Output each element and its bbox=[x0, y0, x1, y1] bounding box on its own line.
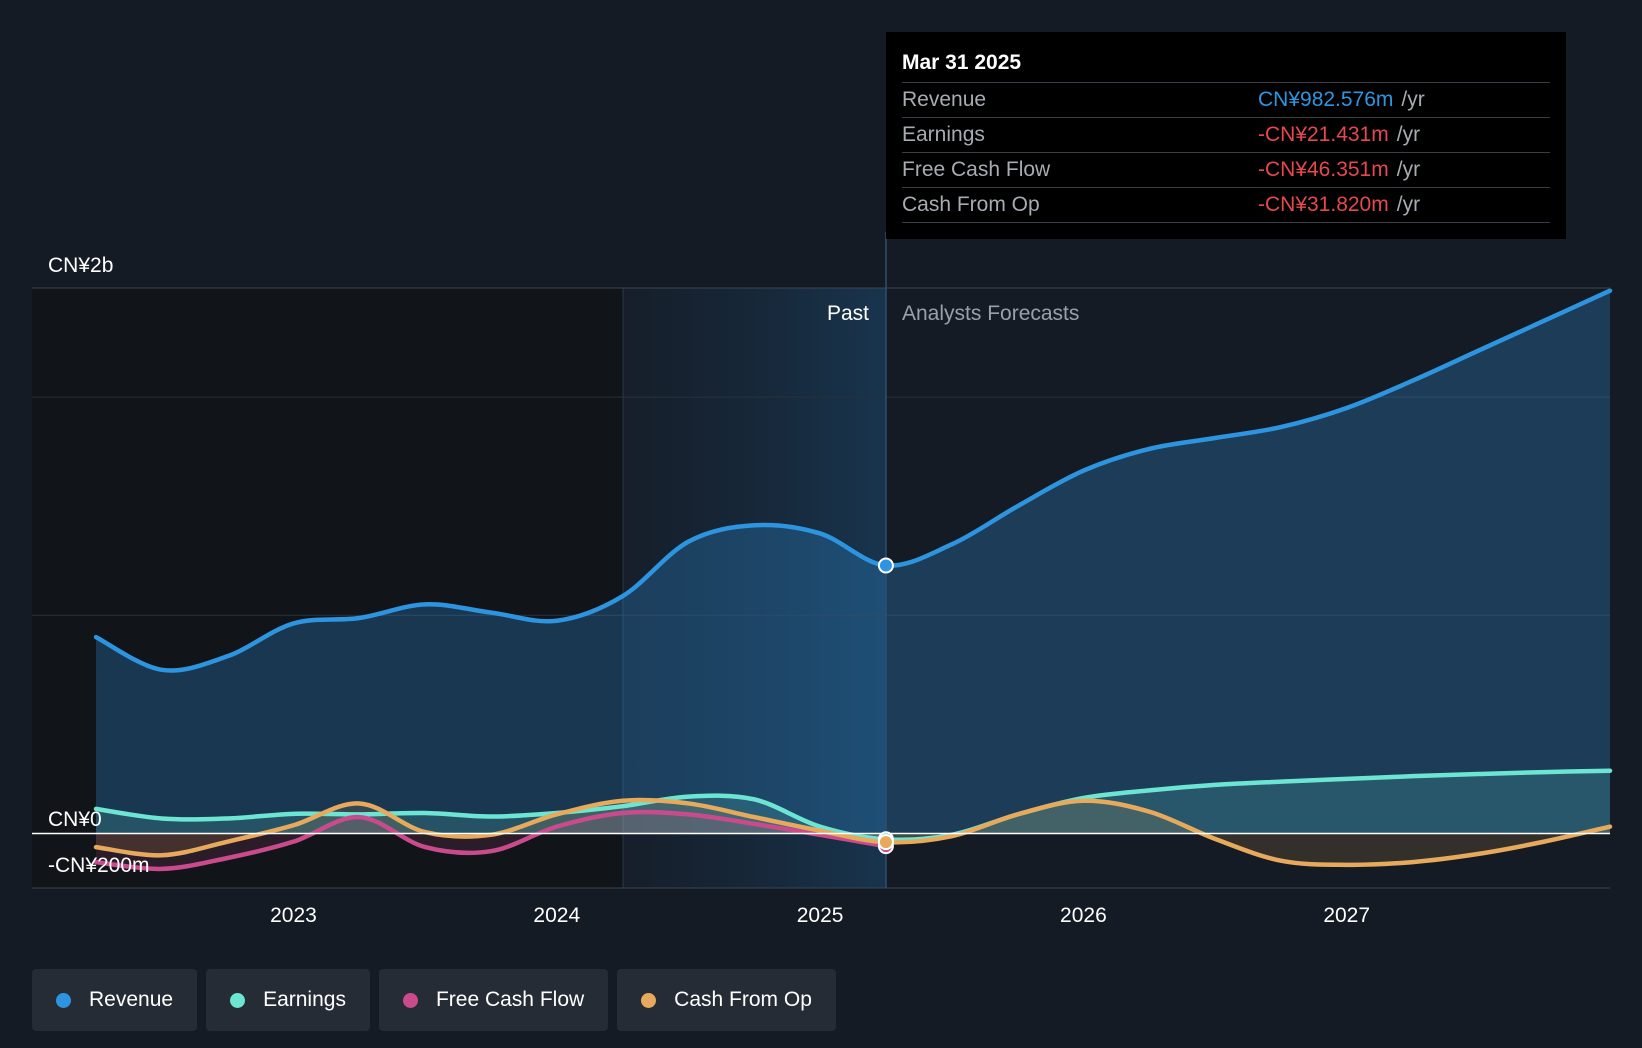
tooltip: Mar 31 2025 Revenue CN¥982.576m /yr Earn… bbox=[886, 32, 1566, 239]
tooltip-unit: /yr bbox=[1396, 193, 1421, 216]
legend-free-cash-flow[interactable]: Free Cash Flow bbox=[378, 969, 609, 1031]
legend-dot-icon bbox=[641, 992, 657, 1008]
y-label-top: CN¥2b bbox=[48, 254, 113, 277]
tooltip-unit: /yr bbox=[1401, 88, 1425, 111]
tooltip-value: CN¥982.576m bbox=[1258, 88, 1394, 111]
tooltip-label: Earnings bbox=[902, 123, 985, 146]
x-tick-label: 2025 bbox=[797, 904, 844, 927]
tooltip-date: Mar 31 2025 bbox=[902, 51, 1022, 74]
y-label-bottom: -CN¥200m bbox=[48, 854, 150, 877]
y-label-zero: CN¥0 bbox=[48, 808, 102, 831]
legend: Revenue Earnings Free Cash Flow Cash Fro… bbox=[32, 969, 836, 1031]
x-tick-label: 2027 bbox=[1323, 904, 1370, 927]
free-cash-flow-area bbox=[96, 812, 886, 869]
tooltip-value: -CN¥21.431m bbox=[1258, 123, 1389, 146]
legend-label: Free Cash Flow bbox=[435, 988, 585, 1011]
cash-from-op-marker bbox=[877, 834, 894, 851]
revenue-marker bbox=[877, 557, 894, 574]
tooltip-row-earnings: Earnings -CN¥21.431m /yr bbox=[902, 117, 1550, 152]
tooltip-label: Cash From Op bbox=[902, 193, 1040, 216]
legend-label: Revenue bbox=[89, 988, 174, 1011]
legend-dot-icon bbox=[230, 992, 246, 1008]
cash-from-op-line bbox=[93, 797, 1613, 868]
legend-dot-icon bbox=[56, 992, 71, 1008]
revenue-area bbox=[96, 290, 1610, 834]
x-tick-label: 2023 bbox=[270, 904, 317, 927]
tooltip-unit: /yr bbox=[1396, 158, 1421, 181]
x-tick-label: 2026 bbox=[1060, 904, 1107, 927]
past-highlight-region bbox=[623, 288, 886, 888]
past-label: Past bbox=[827, 302, 869, 325]
legend-dot-icon bbox=[402, 992, 418, 1008]
earnings-line bbox=[93, 768, 1613, 843]
past-dark-region bbox=[32, 288, 623, 888]
tooltip-label: Free Cash Flow bbox=[902, 158, 1051, 181]
legend-cash-from-op[interactable]: Cash From Op bbox=[617, 969, 836, 1031]
revenue-line bbox=[93, 288, 1613, 673]
forecast-label: Analysts Forecasts bbox=[902, 302, 1079, 325]
tooltip-value: -CN¥31.820m bbox=[1258, 193, 1389, 216]
free-cash-flow-line bbox=[93, 809, 889, 872]
earnings-area bbox=[96, 770, 1610, 840]
x-tick-label: 2024 bbox=[533, 904, 580, 927]
tooltip-row-fcf: Free Cash Flow -CN¥46.351m /yr bbox=[902, 152, 1550, 187]
tooltip-unit: /yr bbox=[1396, 123, 1421, 146]
legend-earnings[interactable]: Earnings bbox=[206, 969, 370, 1031]
legend-revenue[interactable]: Revenue bbox=[32, 969, 198, 1031]
legend-label: Cash From Op bbox=[674, 988, 812, 1011]
legend-label: Earnings bbox=[263, 988, 346, 1011]
tooltip-row-revenue: Revenue CN¥982.576m /yr bbox=[902, 82, 1550, 117]
tooltip-row-cfo: Cash From Op -CN¥31.820m /yr bbox=[902, 187, 1550, 223]
tooltip-value: -CN¥46.351m bbox=[1258, 158, 1389, 181]
tooltip-label: Revenue bbox=[902, 88, 987, 111]
